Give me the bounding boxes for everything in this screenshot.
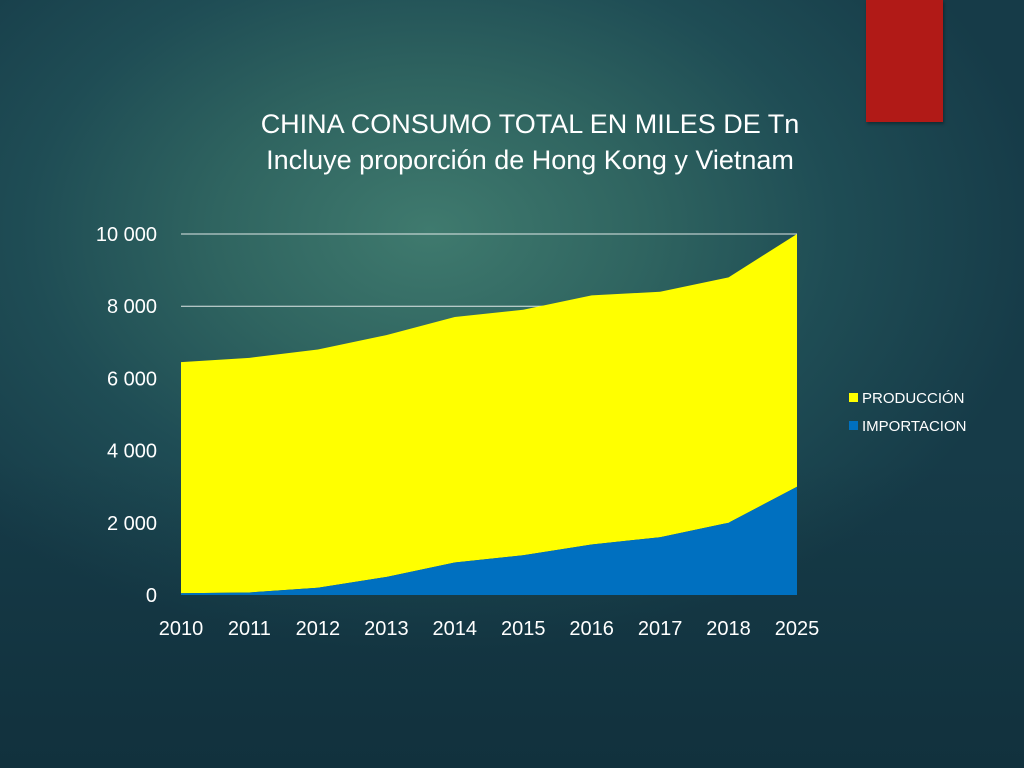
chart-title: CHINA CONSUMO TOTAL EN MILES DE Tn xyxy=(260,109,800,139)
area-produccion xyxy=(181,234,797,594)
y-tick-label: 0 xyxy=(146,585,157,607)
accent-bar xyxy=(866,0,943,122)
x-tick-label: 2013 xyxy=(364,618,409,640)
x-axis-ticks: 2010 2011 2012 2013 2014 2015 2016 2017 2018 2025 xyxy=(159,618,820,640)
x-tick-label: 2017 xyxy=(638,618,683,640)
y-tick-label: 4 000 xyxy=(107,441,157,463)
legend: PRODUCCIÓN IMPORTACION xyxy=(849,390,966,435)
y-tick-label: 8 000 xyxy=(107,296,157,318)
chart-subtitle: Incluye proporción de Hong Kong y Vietna… xyxy=(266,145,794,175)
x-tick-label: 2016 xyxy=(569,618,614,640)
legend-label-0: PRODUCCIÓN xyxy=(862,390,965,407)
x-tick-label: 2025 xyxy=(775,618,820,640)
x-tick-label: 2018 xyxy=(706,618,751,640)
legend-swatch-1 xyxy=(849,421,858,430)
x-tick-label: 2014 xyxy=(433,618,478,640)
x-tick-label: 2011 xyxy=(228,618,271,640)
area-importacion xyxy=(181,486,797,595)
plot-areas xyxy=(181,234,797,595)
legend-label-1: IMPORTACION xyxy=(862,418,966,435)
legend-swatch-0 xyxy=(849,393,858,402)
y-tick-label: 2 000 xyxy=(107,513,157,535)
x-tick-label: 2010 xyxy=(159,618,204,640)
x-tick-label: 2012 xyxy=(296,618,341,640)
y-tick-label: 10 000 xyxy=(96,224,157,246)
y-tick-label: 6 000 xyxy=(107,368,157,390)
chart-title-block: CHINA CONSUMO TOTAL EN MILES DE Tn Inclu… xyxy=(180,106,880,178)
x-tick-label: 2015 xyxy=(501,618,546,640)
y-axis-ticks: 0 2 000 4 000 6 000 8 000 10 000 xyxy=(96,224,157,607)
